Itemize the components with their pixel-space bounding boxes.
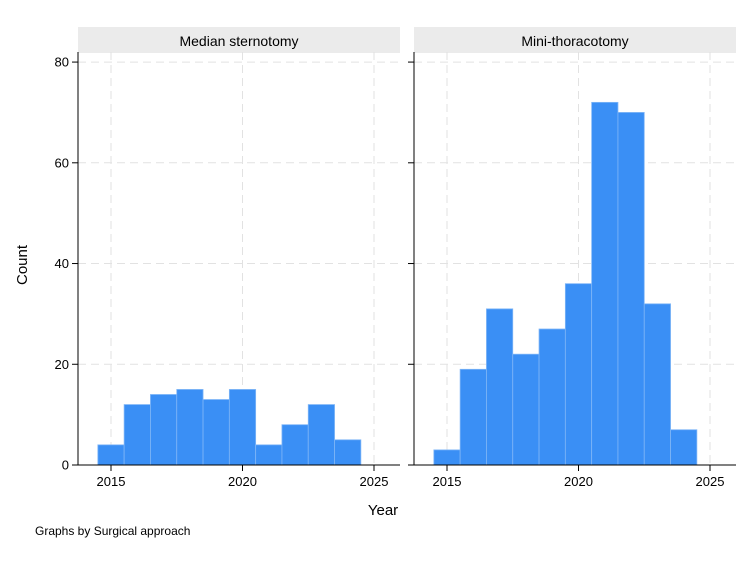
histogram-bar [255, 444, 283, 466]
x-tick-label: 2020 [564, 474, 593, 489]
histogram-bar [334, 439, 362, 466]
histogram-bar [176, 389, 204, 466]
histogram-bar [459, 368, 487, 466]
panel-title: Mini-thoracotomy [521, 33, 628, 49]
panel-strip [414, 27, 736, 53]
y-tick-label: 80 [55, 55, 69, 70]
histogram-bar [281, 424, 309, 466]
panel-1: Median sternotomy 2015 2020 2025 0 20 40 60 80 [55, 27, 400, 489]
histogram-bar [564, 283, 593, 466]
y-axis-title: Count [14, 244, 31, 285]
histogram-bar [643, 303, 671, 466]
panel-title: Median sternotomy [179, 33, 298, 49]
histogram-bar [538, 328, 566, 466]
histogram-bar [123, 404, 151, 466]
histogram-bar [591, 101, 619, 466]
y-tick-label: 20 [55, 357, 69, 372]
x-tick-label: 2020 [228, 474, 257, 489]
histogram-bar [617, 112, 645, 466]
histogram-bar [150, 394, 178, 466]
panel-2: Mini-thoracotomy 2015 2020 2025 [408, 27, 736, 489]
histogram-bar [307, 404, 335, 466]
y-tick-label: 40 [55, 256, 69, 271]
histogram-bar [97, 444, 125, 466]
x-axis-title: Year [368, 502, 398, 519]
x-tick-label: 2025 [360, 474, 389, 489]
histogram-bar [202, 399, 230, 466]
histogram-bar [670, 429, 698, 466]
y-tick-label: 0 [62, 458, 69, 473]
histogram-bar [433, 449, 461, 466]
x-tick-label: 2025 [696, 474, 725, 489]
histogram-bar [486, 308, 514, 466]
histogram-bar [512, 353, 540, 466]
y-tick-label: 60 [55, 155, 69, 170]
x-tick-label: 2015 [433, 474, 462, 489]
histogram-bar [228, 389, 257, 466]
by-group-note: Graphs by Surgical approach [35, 524, 190, 538]
panel-strip [78, 27, 400, 53]
x-tick-label: 2015 [97, 474, 126, 489]
